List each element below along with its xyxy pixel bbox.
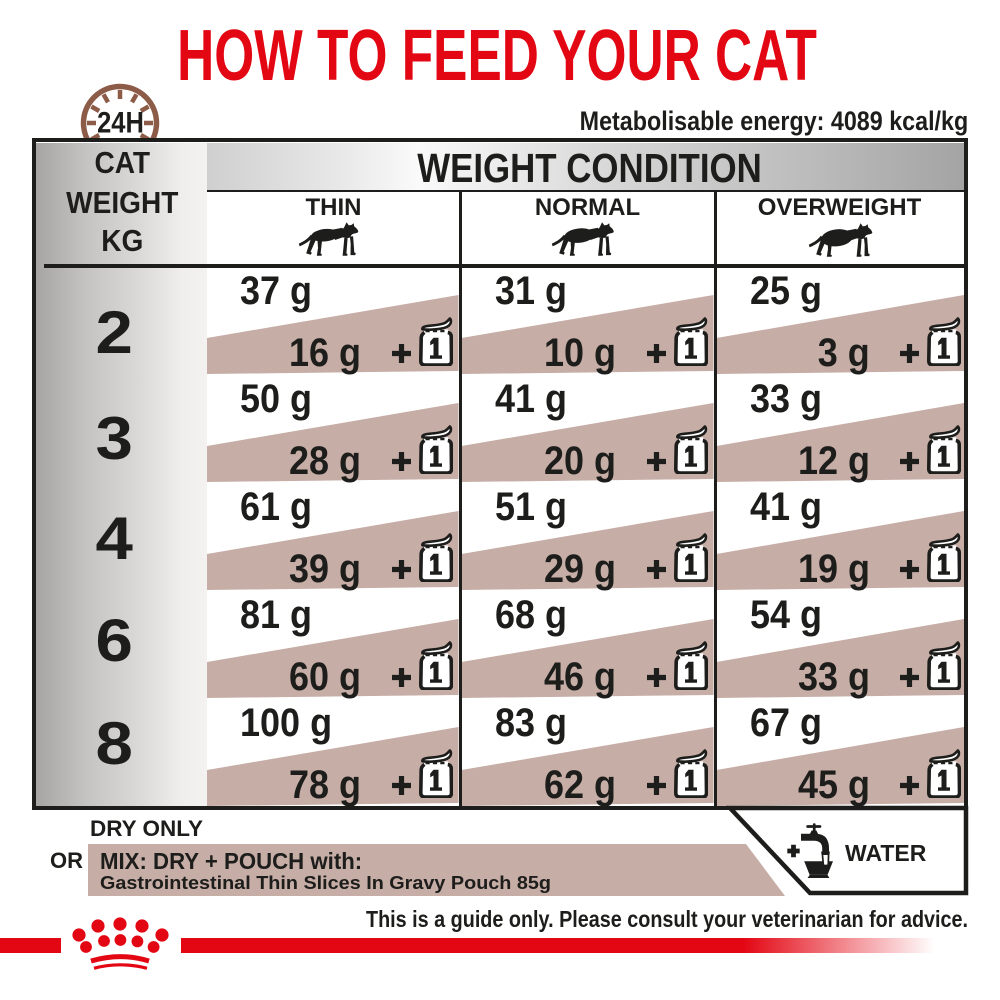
svg-text:24H: 24H [97,106,144,139]
svg-text:WATER: WATER [845,840,927,866]
